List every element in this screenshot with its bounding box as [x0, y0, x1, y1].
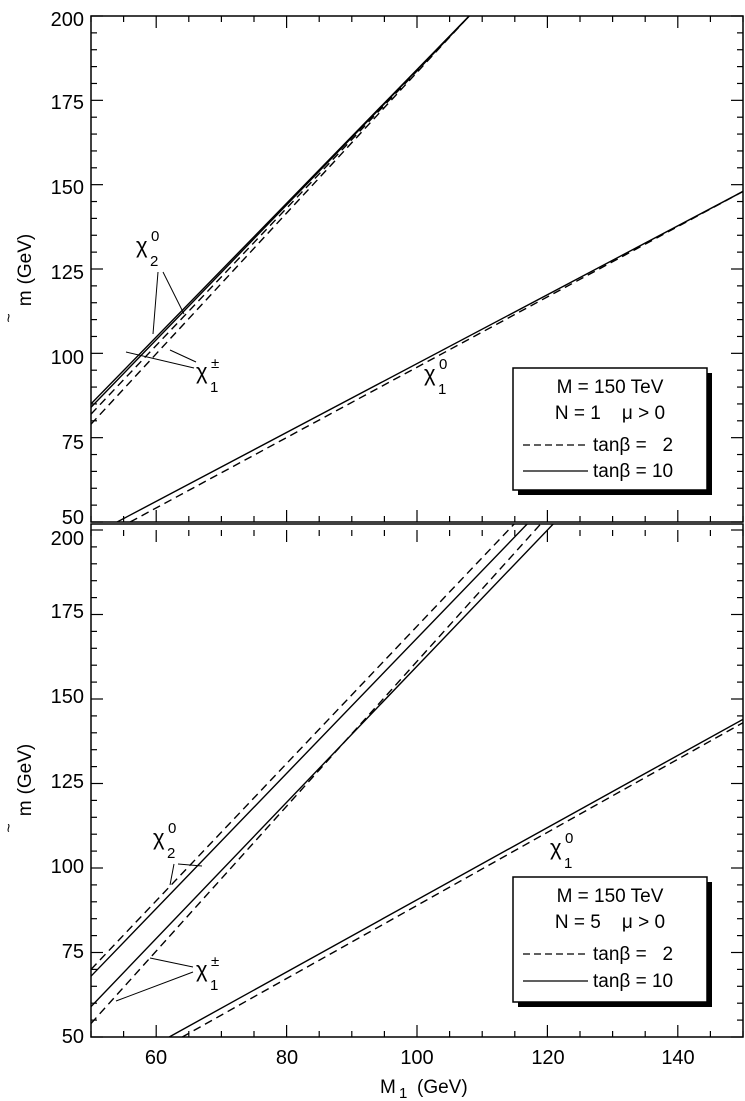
annotation-chi1-0-top: χ 1 0 [424, 356, 447, 398]
chi-sup: ± [211, 355, 219, 372]
chi-sub: 1 [210, 379, 218, 396]
x-tick-labels-bottom: 60 80 100 120 140 [145, 1047, 695, 1069]
series-line-dashed-top-3 [91, 16, 470, 425]
tilde-glyph: ~ [1, 823, 18, 832]
chi-label: χ [196, 359, 208, 384]
x-axis-unit: (GeV) [417, 1077, 468, 1098]
legend-bottom: M = 150 TeV N = 5 μ > 0 tanβ = 2 tanβ = … [512, 876, 712, 1007]
y-tick-label: 100 [51, 856, 84, 878]
y-axis-symbol: m [15, 800, 36, 816]
annotation-chi2-0-bottom: χ 2 0 [153, 820, 203, 886]
x-tick-label: 100 [400, 1047, 433, 1069]
svg-text:m(GeV): m (GeV) [15, 744, 36, 817]
y-axis-title-top: m (GeV) ~ [1, 234, 36, 323]
y-axis-title-bottom: m (GeV) ~ [1, 744, 36, 833]
y-tick-labels-top: 200 175 150 125 100 75 50 [51, 9, 84, 529]
y-tick-label: 175 [51, 601, 84, 623]
chi-sup: ± [211, 953, 219, 970]
arrow-line [115, 971, 194, 1002]
arrow-line [152, 271, 159, 335]
chi-sub: 1 [438, 381, 446, 398]
series-line-solid-top-4 [116, 190, 743, 522]
y-tick-label: 150 [51, 686, 84, 708]
legend-entry-label: tanβ = 2 [593, 435, 673, 456]
arrow-line [149, 957, 194, 968]
x-tick-label: 120 [531, 1047, 564, 1069]
y-axis-symbol: m [15, 290, 36, 306]
chi-label: χ [424, 361, 436, 386]
chi-label: χ [153, 825, 165, 850]
y-tick-label: 100 [51, 347, 84, 369]
series-line-solid-bottom-2 [91, 524, 555, 1008]
chi-sub: 1 [210, 977, 218, 994]
legend-entry-label: tanβ = 10 [593, 461, 673, 482]
arrow-line [169, 863, 175, 886]
chi-label: χ [196, 957, 208, 982]
annotation-chi1-pm-bottom: χ 1 ± [115, 953, 219, 1002]
y-tick-label: 200 [51, 9, 84, 31]
chi-label: χ [136, 233, 148, 258]
y-tick-label: 50 [62, 507, 84, 529]
y-tick-label: 75 [62, 432, 84, 454]
series-line-dashed-top-2 [91, 16, 470, 415]
series-line-dashed-bottom-0 [91, 524, 516, 970]
arrow-line [162, 271, 185, 315]
series-group-bottom [91, 524, 743, 1037]
y-axis-unit: (GeV) [15, 234, 36, 285]
panel-bottom: 200 175 150 125 100 75 50 60 80 100 120 … [1, 523, 744, 1101]
chi-label: χ [550, 835, 562, 860]
ticks-bottom [90, 529, 744, 1038]
annotation-chi1-pm-top: χ 1 ± [125, 349, 219, 396]
arrow-line [169, 349, 197, 363]
x-axis-sub: 1 [399, 1085, 407, 1101]
series-line-dashed-bottom-5 [181, 722, 743, 1037]
panel-top: 200 175 150 125 100 75 50 m(GeV) ~ χ 2 0… [1, 9, 744, 529]
y-tick-label: 175 [51, 92, 84, 114]
y-tick-labels-bottom: 200 175 150 125 100 75 50 [51, 528, 84, 1048]
y-tick-label: 125 [51, 262, 84, 284]
legend-box [512, 367, 708, 491]
y-tick-label: 75 [62, 941, 84, 963]
series-line-solid-bottom-1 [91, 524, 529, 977]
arrow-line [125, 351, 195, 369]
chi-sub: 2 [167, 845, 175, 862]
legend-line: M = 150 TeV [557, 377, 664, 398]
x-axis-symbol: M [380, 1077, 396, 1098]
legend-line: M = 150 TeV [557, 886, 664, 907]
legend-top: M = 150 TeV N = 1 μ > 0 tanβ = 2 tanβ = … [512, 367, 712, 495]
series-line-solid-top-1 [91, 16, 470, 408]
series-group-top [91, 16, 743, 522]
annotation-chi2-0-top: χ 2 0 [136, 228, 185, 335]
legend-entry-label: tanβ = 10 [593, 971, 673, 992]
chi-sub: 2 [150, 253, 158, 270]
x-tick-label: 140 [661, 1047, 694, 1069]
x-tick-label: 60 [145, 1047, 167, 1069]
svg-text:m(GeV): m (GeV) [15, 234, 36, 307]
y-axis-unit: (GeV) [15, 744, 36, 795]
y-tick-label: 50 [62, 1026, 84, 1048]
x-axis-title: M 1 (GeV) [380, 1077, 468, 1101]
chi-sub: 1 [564, 855, 572, 872]
chi-sup: 0 [439, 356, 447, 373]
series-line-solid-bottom-4 [168, 718, 743, 1037]
series-line-dashed-bottom-3 [91, 524, 542, 1024]
legend-entry-label: tanβ = 2 [593, 944, 673, 965]
y-tick-label: 125 [51, 771, 84, 793]
y-tick-label: 200 [51, 528, 84, 550]
legend-line: N = 5 μ > 0 [555, 912, 665, 933]
annotation-chi1-0-bottom: χ 1 0 [550, 830, 573, 872]
legend-line: N = 1 μ > 0 [555, 403, 665, 424]
arrow-line [177, 863, 203, 867]
chi-sup: 0 [168, 820, 176, 837]
ticks-top [90, 15, 744, 523]
y-tick-label: 150 [51, 177, 84, 199]
tilde-glyph: ~ [1, 313, 18, 322]
x-tick-label: 80 [276, 1047, 298, 1069]
chi-sup: 0 [565, 830, 573, 847]
chi-sup: 0 [151, 228, 159, 245]
